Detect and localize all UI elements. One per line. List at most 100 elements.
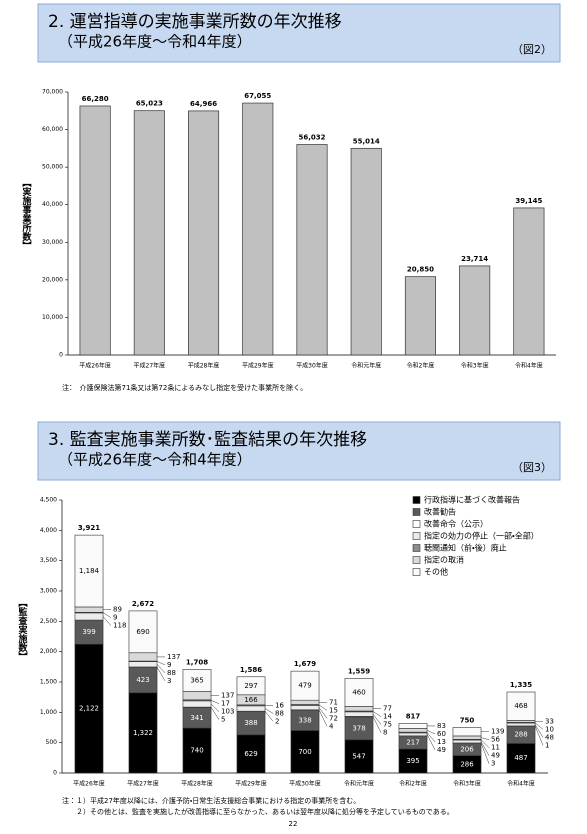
bar-segment [182,727,212,774]
value-label: 137 [167,653,180,661]
section-title: 2. 運営指導の実施事業所数の年次推移 [48,12,342,32]
section-subtitle: （平成26年度～令和4年度） [58,451,252,469]
x-tick-label: 令和2年度 [399,780,427,788]
value-label: 217 [406,738,419,746]
note: 注：１）平成27年度以降には、介護予防・日常生活支援総合事業における指定の事業所… [62,796,360,805]
value-label: 118 [113,622,126,630]
x-tick-label: 平成26年度 [79,362,111,370]
value-label: 8 [383,729,387,737]
value-label: 14 [383,713,392,721]
value-label: 65,023 [136,100,163,108]
leader-line [210,700,220,704]
value-label: 341 [190,714,203,722]
value-label: 9 [113,614,117,622]
total-label: 1,335 [510,681,532,689]
note: 注： 介護保険法第71条又は第72条によるみなし指定を受けた事業所を除く。 [62,383,307,392]
bar-segment [290,670,320,701]
bar [404,276,436,356]
value-label: 55,014 [353,137,380,145]
x-tick-label: 平成27年度 [134,362,166,370]
x-tick-label: 令和4年度 [507,780,535,788]
bar-segment [344,739,374,774]
y-tick-label: 3,000 [40,588,57,595]
leader-line [156,666,166,682]
value-label: 16 [275,701,284,709]
x-tick-label: 令和3年度 [453,780,481,788]
bar-segment [506,722,536,727]
bar-segment [182,700,212,708]
y-tick-label: 4,500 [40,497,57,504]
value-label: 388 [244,719,257,727]
value-label: 629 [244,750,257,758]
bar-segment [74,534,104,608]
value-label: 1 [545,741,549,749]
y-tick-label: 30,000 [42,239,63,246]
legend-swatch [412,496,421,504]
x-tick-label: 令和3年度 [461,362,489,370]
bar [188,110,220,356]
bar [459,265,491,356]
leader-line [426,732,436,743]
value-label: 17 [221,700,230,708]
section-header-box [37,421,561,481]
value-label: 399 [82,628,95,636]
leader-line [426,730,436,735]
total-label: 3,921 [78,524,100,532]
legend-swatch [412,544,421,552]
value-label: 10 [545,725,554,733]
total-label: 1,586 [240,666,262,674]
bar [513,207,545,356]
total-label: 1,708 [186,658,208,666]
x-tick-label: 令和元年度 [344,780,374,788]
leader-line [534,722,544,730]
bar-segment [236,705,266,712]
bar [350,147,382,356]
value-label: 88 [167,669,176,677]
legend-label: 聴聞通知（前・後）廃止 [424,543,507,553]
value-label: 468 [514,702,527,710]
bar-segment [344,706,374,712]
bar-segment [398,732,428,737]
bar-segment [506,720,536,723]
leader-line [426,734,436,751]
y-tick-label: 2,000 [40,648,57,655]
leader-line [480,737,490,740]
value-label: 740 [190,747,203,755]
leader-line [372,711,382,717]
value-label: 15 [329,706,338,714]
value-label: 67,055 [244,92,271,100]
legend-label: 指定の取消 [424,555,464,565]
x-tick-label: 平成30年度 [296,362,328,370]
value-label: 460 [352,688,365,696]
leader-line [210,703,220,712]
value-label: 49 [437,746,446,754]
total-label: 750 [460,717,475,725]
bar-segment [290,705,320,711]
value-label: 71 [329,698,338,706]
y-tick-label: 4,000 [40,527,57,534]
bar-segment [182,691,212,701]
value-label: 690 [136,628,149,636]
value-label: 365 [190,676,203,684]
legend-swatch [412,508,421,516]
y-tick-label: 1,000 [40,709,57,716]
value-label: 3 [491,760,495,768]
bar [296,144,328,356]
y-axis-label: 【監査実施数】 [17,598,29,661]
x-tick-label: 平成29年度 [242,362,274,370]
value-label: 288 [514,731,527,739]
y-tick-label: 10,000 [42,314,63,321]
x-tick-label: 平成28年度 [181,780,213,788]
legend-label: 指定の効力の停止（一部・全部） [424,531,539,541]
leader-line [102,616,112,626]
bar-segment [398,728,428,733]
y-tick-label: 20,000 [42,276,63,283]
value-label: 66,280 [82,95,109,103]
total-label: 817 [406,712,421,720]
legend-label: その他 [424,567,448,577]
value-label: 378 [352,724,365,732]
value-label: 48 [545,733,554,741]
value-label: 33 [545,717,554,725]
x-tick-label: 平成27年度 [127,780,159,788]
value-label: 64,966 [190,100,217,108]
